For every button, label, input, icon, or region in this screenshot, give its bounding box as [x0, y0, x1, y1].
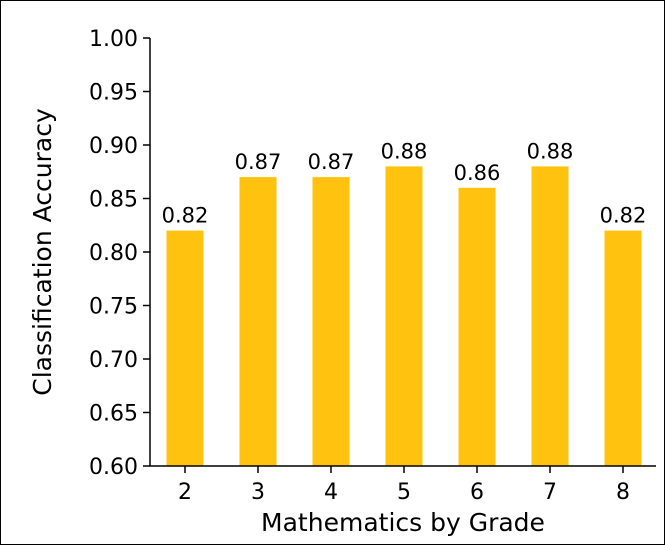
bar-grade-2: [166, 230, 204, 466]
y-tick-label: 0.70: [89, 348, 138, 373]
x-tick-label: 4: [324, 480, 338, 505]
bar-grade-6: [458, 187, 496, 467]
data-label-grade-2: 0.82: [162, 204, 209, 228]
bars-group: [166, 166, 642, 467]
data-label-grade-6: 0.86: [454, 161, 501, 185]
y-tick-label: 0.65: [89, 402, 138, 427]
bar-grade-5: [385, 166, 423, 466]
y-axis: 0.60 0.65 0.70 0.75 0.80 0.85 0.90 0.95 1.00: [89, 27, 151, 480]
data-label-grade-7: 0.88: [527, 139, 574, 163]
y-tick-label: 0.85: [89, 188, 138, 213]
x-axis-label: Mathematics by Grade: [261, 508, 545, 537]
x-tick-label: 7: [543, 480, 557, 505]
x-tick-label: 5: [397, 480, 411, 505]
bar-grade-7: [531, 166, 569, 466]
data-labels-group: 0.82 0.87 0.87 0.88 0.86 0.88 0.82: [162, 139, 647, 227]
data-label-grade-4: 0.87: [308, 150, 355, 174]
bar-grade-3: [239, 177, 277, 466]
bar-grade-4: [312, 177, 350, 466]
y-tick-label: 0.95: [89, 81, 138, 106]
y-tick-label: 1.00: [89, 27, 138, 52]
y-tick-label: 0.80: [89, 241, 138, 266]
data-label-grade-3: 0.87: [235, 150, 282, 174]
y-tick-label: 0.90: [89, 134, 138, 159]
y-tick-label: 0.60: [89, 455, 138, 480]
x-tick-label: 2: [178, 480, 192, 505]
bar-grade-8: [604, 230, 642, 466]
x-tick-label: 6: [470, 480, 484, 505]
data-label-grade-8: 0.82: [600, 204, 647, 228]
x-axis: 2 3 4 5 6 7 8: [150, 465, 656, 505]
y-tick-label: 0.75: [89, 295, 138, 320]
y-axis-label: Classification Accuracy: [28, 108, 57, 396]
x-tick-label: 3: [251, 480, 265, 505]
x-tick-label: 8: [616, 480, 630, 505]
data-label-grade-5: 0.88: [381, 139, 428, 163]
